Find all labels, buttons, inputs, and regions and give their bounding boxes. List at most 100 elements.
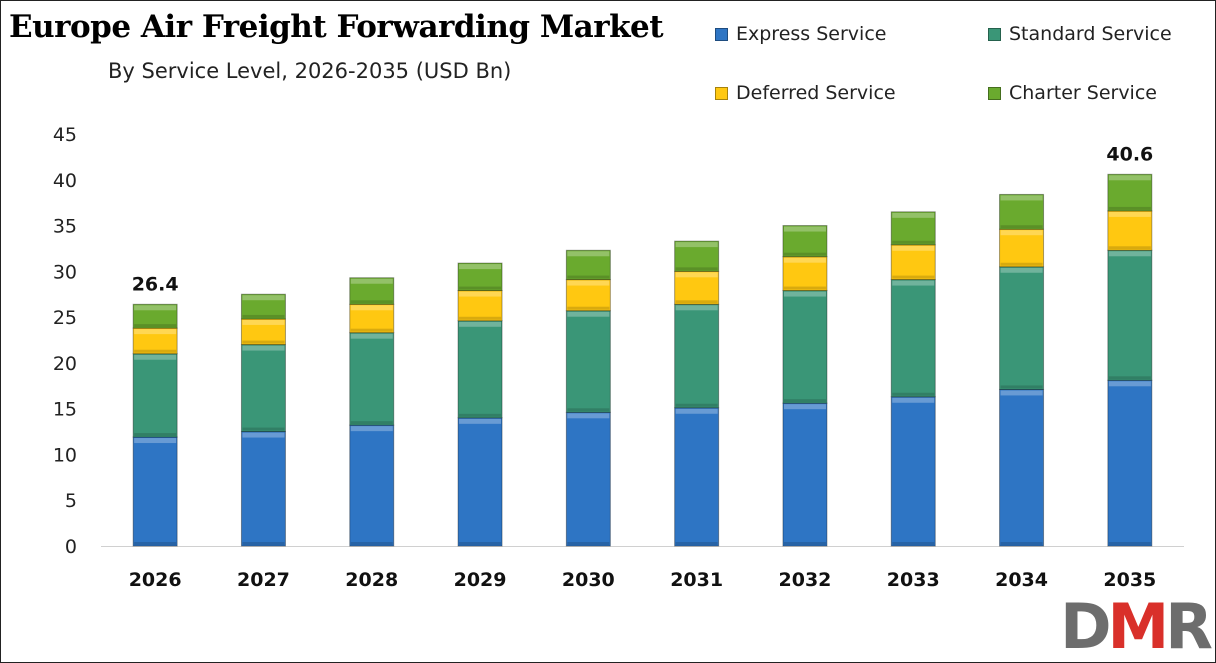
bar-segment-charter-service [240, 293, 286, 320]
bar-segment-charter-service [674, 240, 720, 272]
bar-bevel-highlight [1000, 195, 1043, 201]
y-tick-label: 5 [65, 490, 77, 512]
bar-bevel-shadow [242, 427, 285, 431]
legend-label: Charter Service [1009, 82, 1157, 104]
y-tick-label: 30 [53, 261, 77, 283]
legend-label: Express Service [736, 23, 887, 45]
bar-bevel-shadow [242, 340, 285, 344]
bar-segment-standard-service [240, 344, 286, 433]
bar-bevel-highlight [242, 319, 285, 325]
bar-bevel-shadow [1108, 206, 1151, 210]
bar-bevel-highlight [350, 278, 393, 284]
bar-segment-express-service [999, 388, 1045, 547]
bar-bevel-highlight [134, 305, 177, 311]
x-tick-label: 2029 [454, 569, 507, 591]
y-tick-label: 45 [53, 124, 77, 146]
bar-segment-charter-service [457, 262, 503, 292]
bar-segment-charter-service [349, 277, 395, 305]
x-tick-label: 2033 [887, 569, 940, 591]
bar-bevel-highlight [459, 321, 502, 327]
legend-item-express: Express Service [715, 23, 886, 45]
bar-bevel-highlight [242, 432, 285, 438]
x-tick-label: 2031 [670, 569, 723, 591]
bar-bevel-highlight [675, 408, 718, 414]
legend-swatch-express [715, 27, 728, 41]
bar-bevel-highlight [350, 305, 393, 311]
bar-segment-express-service [349, 424, 395, 547]
logo-r: R [1165, 590, 1213, 663]
bar-bevel-highlight [675, 305, 718, 311]
x-tick-label: 2035 [1103, 569, 1156, 591]
bar-bevel-shadow [350, 542, 393, 545]
bar-bevel-shadow [675, 267, 718, 271]
logo-d: D [1060, 590, 1112, 663]
bar-bevel-highlight [459, 418, 502, 424]
bar-bevel-highlight [567, 280, 610, 286]
legend-label: Standard Service [1009, 23, 1172, 45]
bar-segment-standard-service [349, 332, 395, 426]
bar-segment-standard-service [674, 303, 720, 409]
bar-bevel-highlight [134, 354, 177, 360]
bar-bevel-shadow [459, 413, 502, 417]
legend-swatch-deferred [715, 86, 728, 100]
bar-bevel-shadow [1000, 262, 1043, 266]
bar-bevel-shadow [459, 542, 502, 545]
bar-bevel-highlight [350, 426, 393, 432]
legend-swatch-charter [988, 86, 1001, 100]
bar-bevel-highlight [1108, 175, 1151, 181]
data-label-total: 26.4 [132, 273, 179, 295]
bar-bevel-shadow [675, 403, 718, 407]
bar-bevel-shadow [350, 328, 393, 332]
bar-bevel-shadow [567, 408, 610, 412]
bar-bevel-shadow [134, 542, 177, 545]
bar-bevel-highlight [567, 311, 610, 317]
bar-segment-charter-service [782, 225, 828, 258]
bar-segment-express-service [240, 431, 286, 547]
bar-bevel-highlight [134, 438, 177, 444]
bar-segment-express-service [132, 436, 178, 547]
bar-segment-express-service [565, 411, 611, 547]
bar-bevel-shadow [675, 300, 718, 304]
bar-bevel-shadow [1108, 376, 1151, 380]
logo-m: M [1107, 590, 1170, 663]
bar-segment-standard-service [565, 310, 611, 413]
bar-bevel-highlight [892, 280, 935, 286]
bar-bevel-shadow [892, 275, 935, 279]
bar-segment-express-service [1107, 379, 1153, 547]
bar-bevel-highlight [242, 345, 285, 351]
bar-bevel-highlight [892, 212, 935, 218]
chart-title: Europe Air Freight Forwarding Market [9, 9, 664, 45]
bar-segment-deferred-service [240, 318, 286, 346]
bar-bevel-highlight [567, 413, 610, 419]
bar-bevel-highlight [675, 272, 718, 278]
bar-bevel-shadow [134, 433, 177, 437]
bar-bevel-shadow [567, 542, 610, 545]
y-tick-label: 10 [53, 444, 77, 466]
bar-bevel-shadow [567, 306, 610, 310]
x-tick-label: 2034 [995, 569, 1048, 591]
bar-bevel-shadow [892, 392, 935, 396]
bar-segment-express-service [457, 417, 503, 547]
bar-bevel-shadow [567, 275, 610, 279]
bar-bevel-shadow [892, 542, 935, 545]
bar-bevel-highlight [892, 245, 935, 251]
bar-bevel-highlight [459, 264, 502, 270]
x-tick-label: 2032 [779, 569, 832, 591]
bar-segment-charter-service [565, 249, 611, 281]
bar-segment-charter-service [999, 193, 1045, 230]
bar-segment-charter-service [132, 303, 178, 329]
bar-bevel-highlight [783, 291, 826, 297]
y-tick-label: 35 [53, 216, 77, 238]
bar-bevel-shadow [242, 542, 285, 545]
bar-bevel-highlight [1108, 381, 1151, 387]
bar-bevel-shadow [1108, 246, 1151, 250]
bar-segment-standard-service [1107, 249, 1153, 381]
y-tick-label: 40 [53, 170, 77, 192]
x-tick-label: 2030 [562, 569, 615, 591]
legend-label: Deferred Service [736, 82, 896, 104]
bar-bevel-shadow [134, 349, 177, 353]
bar-bevel-highlight [1108, 211, 1151, 217]
bar-segment-deferred-service [1107, 210, 1153, 251]
bar-bevel-highlight [1108, 251, 1151, 257]
